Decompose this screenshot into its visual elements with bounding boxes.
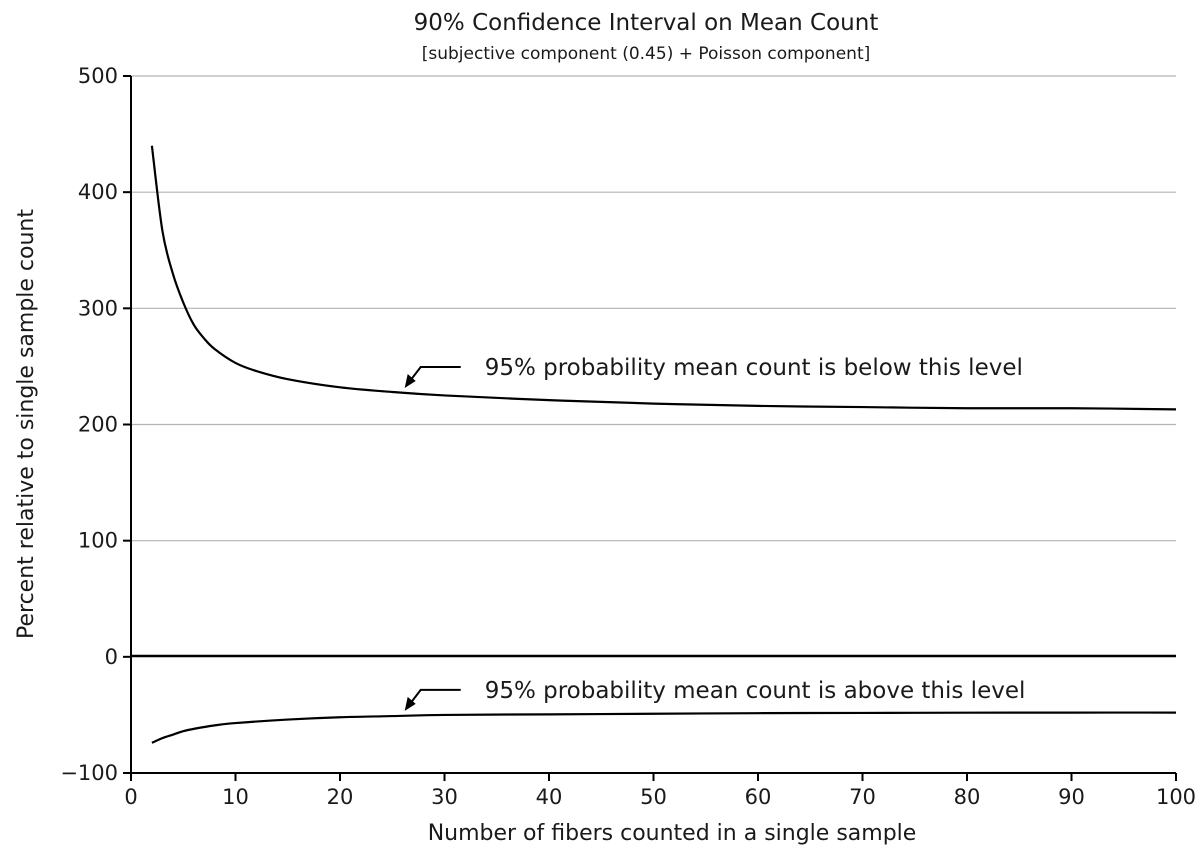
x-tick-label: 70 [849,785,876,809]
annotation-arrow [406,688,461,708]
x-tick-label: 10 [222,785,249,809]
y-tick-label: 300 [78,296,118,320]
annotation-lower: 95% probability mean count is above this… [404,678,1026,711]
y-tick-label: 0 [105,645,118,669]
annotation-text: 95% probability mean count is above this… [485,678,1026,704]
lower-bound-line [151,711,1177,744]
x-tick-label: 20 [327,785,354,809]
annotations: 95% probability mean count is below this… [404,355,1026,711]
x-tick-label: 40 [536,785,563,809]
y-tick-label: 500 [78,64,118,88]
chart-title: 90% Confidence Interval on Mean Count [414,10,879,36]
annotation-upper: 95% probability mean count is below this… [404,355,1023,388]
arrowhead [404,373,416,388]
y-tick-label: 100 [78,529,118,553]
x-tick-label: 30 [431,785,458,809]
x-tick-label: 100 [1156,785,1196,809]
x-tick-label: 80 [954,785,981,809]
y-tick-label: 200 [78,413,118,437]
annotation-text: 95% probability mean count is below this… [485,355,1023,381]
x-tick-label: 50 [640,785,667,809]
arrowhead [404,696,416,711]
x-tick-label: 60 [745,785,772,809]
series-group [150,145,1177,744]
chart-subtitle: [subjective component (0.45) + Poisson c… [422,44,871,64]
x-tick-label: 90 [1058,785,1085,809]
y-tick-label: 400 [78,180,118,204]
x-tick-labels: 0 10 20 30 40 50 60 70 80 90 100 [124,773,1196,809]
annotation-arrow [406,365,461,385]
x-axis-label: Number of fibers counted in a single sam… [428,821,917,846]
y-axis-label: Percent relative to single sample count [14,209,39,639]
gridlines [131,75,1176,542]
y-tick-labels: −100 0 100 200 300 400 500 [60,64,131,785]
upper-bound-line [150,145,1177,411]
y-tick-label: −100 [60,761,118,785]
x-tick-label: 0 [124,785,137,809]
